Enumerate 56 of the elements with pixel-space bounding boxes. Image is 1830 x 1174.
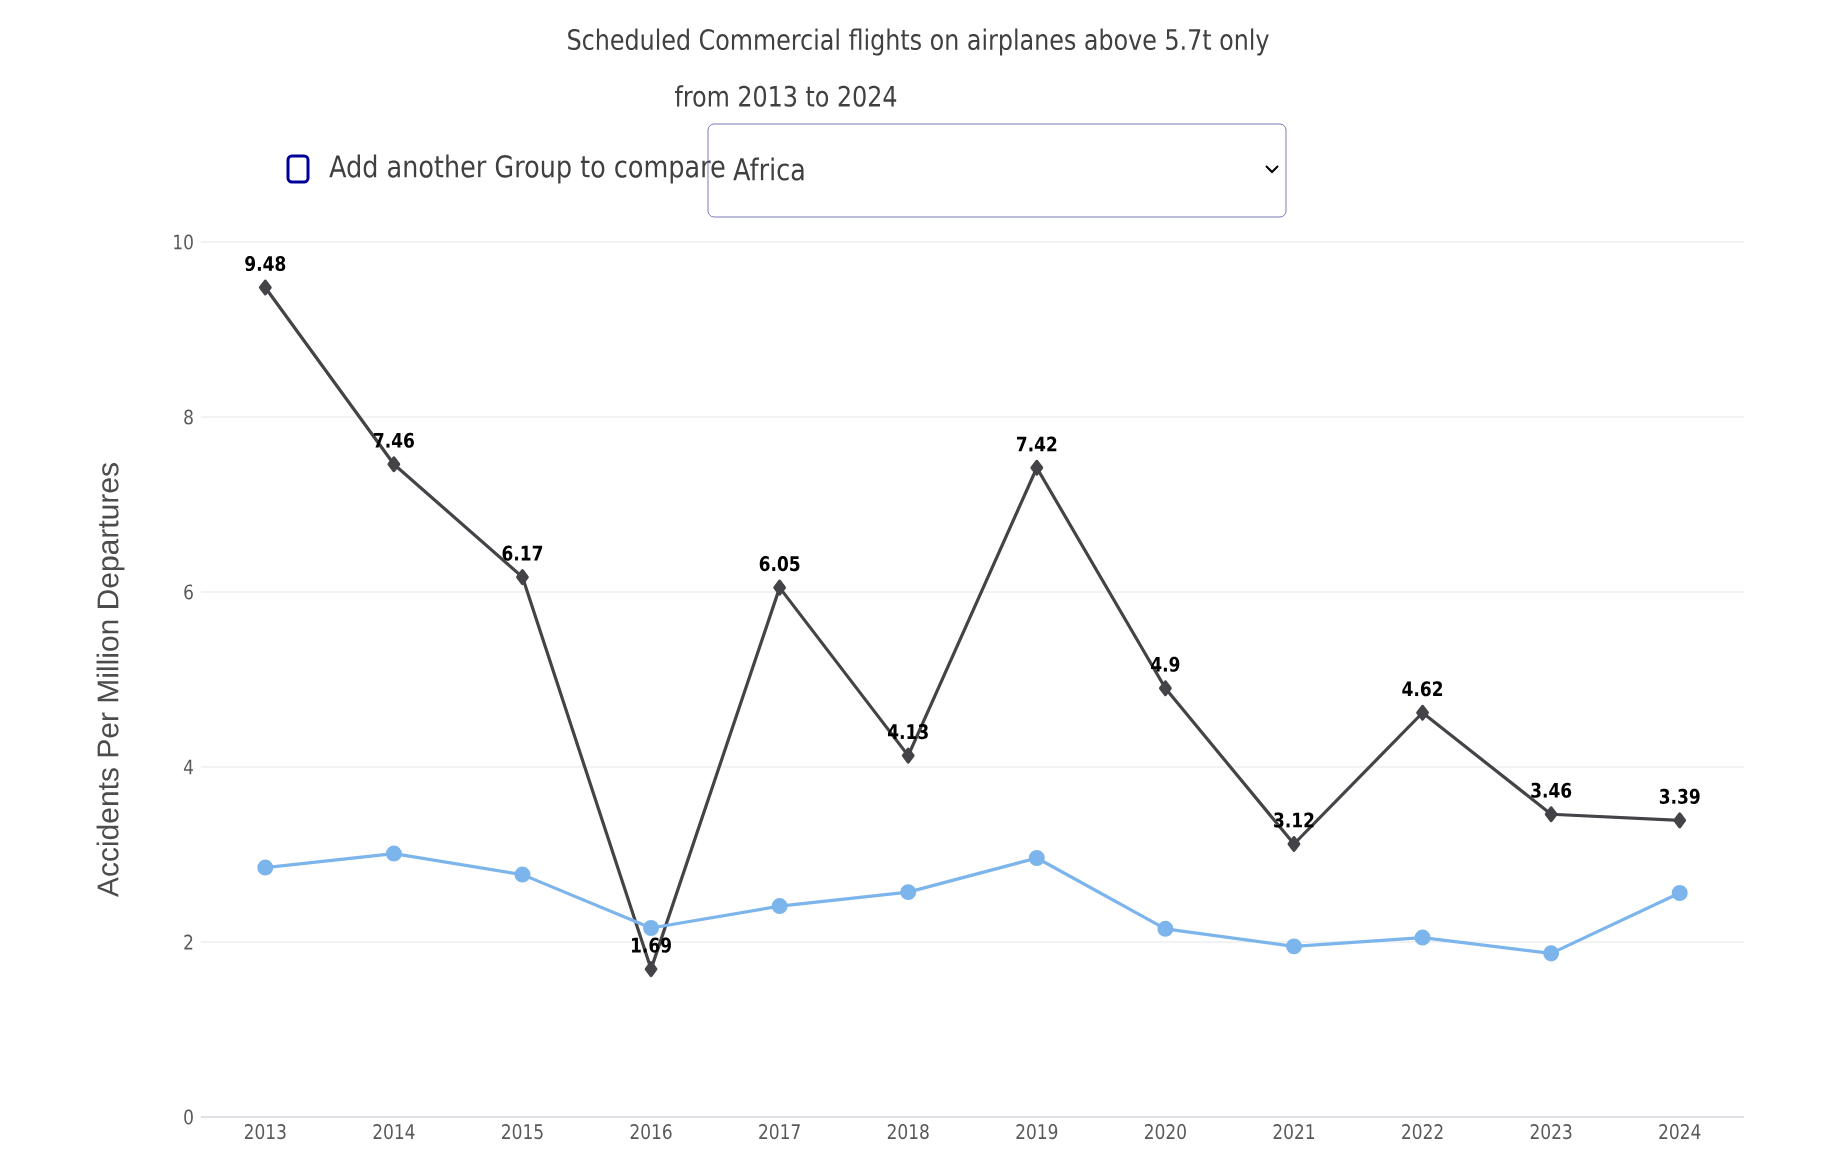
x-tick-label: 2019 (1016, 1124, 1058, 1140)
y-tick-label: 8 (184, 409, 193, 425)
point (1287, 835, 1301, 852)
data-label: 3.46 (1531, 782, 1572, 798)
point (1416, 704, 1429, 721)
point (1028, 850, 1045, 866)
y-tick-label: 2 (184, 934, 193, 950)
point (258, 279, 272, 296)
data-label: 6.05 (759, 556, 800, 572)
x-tick-label: 2021 (1273, 1124, 1315, 1140)
point (771, 898, 788, 915)
x-tick-label: 2016 (630, 1124, 672, 1140)
y-tick-label: 10 (174, 234, 193, 250)
text: Africa (733, 157, 804, 181)
point (901, 747, 915, 764)
point (900, 884, 917, 901)
point (385, 845, 402, 862)
point (644, 961, 658, 978)
point (1285, 938, 1302, 955)
x-tick-label: 2018 (887, 1124, 929, 1140)
point (257, 859, 274, 876)
y-tick-label: 4 (183, 759, 193, 775)
point (1414, 929, 1431, 946)
point (387, 456, 401, 473)
data-label: 4.62 (1402, 681, 1443, 697)
point (1158, 680, 1172, 697)
point (514, 866, 531, 883)
x-tick-label: 2017 (759, 1124, 800, 1140)
text: Add another Group to compare (329, 154, 725, 184)
point (643, 919, 660, 936)
point (1671, 885, 1688, 901)
data-label: 3.39 (1659, 788, 1700, 804)
x-tick-label: 2020 (1145, 1124, 1186, 1140)
data-label: 4.9 (1151, 656, 1180, 672)
point (1157, 920, 1174, 937)
data-label: 6.17 (502, 545, 543, 561)
x-tick-label: 2013 (244, 1124, 286, 1140)
y-tick-label: 6 (184, 584, 193, 600)
chart-title: Scheduled Commercial flights on airplanes above 5.7t only (568, 28, 1269, 56)
x-tick-label: 2022 (1402, 1124, 1443, 1140)
point (1673, 812, 1687, 829)
x-tick-label: 2024 (1659, 1124, 1701, 1140)
x-tick-label: 2023 (1530, 1124, 1572, 1140)
data-label: 9.48 (245, 255, 286, 272)
point (773, 579, 787, 596)
point (1543, 945, 1560, 962)
x-tick-label: 2015 (502, 1124, 543, 1140)
data-label: 7.42 (1016, 436, 1057, 452)
chart-subtitle: from 2013 to 2024 (674, 85, 897, 107)
y-tick-label: 0 (184, 1109, 193, 1125)
point (1030, 459, 1044, 476)
x-tick-label: 2014 (373, 1124, 415, 1140)
y-axis-title: Accidents Per Million Departures (96, 463, 125, 898)
data-label: 3.12 (1274, 812, 1314, 828)
point (516, 569, 529, 586)
point (1544, 806, 1558, 823)
